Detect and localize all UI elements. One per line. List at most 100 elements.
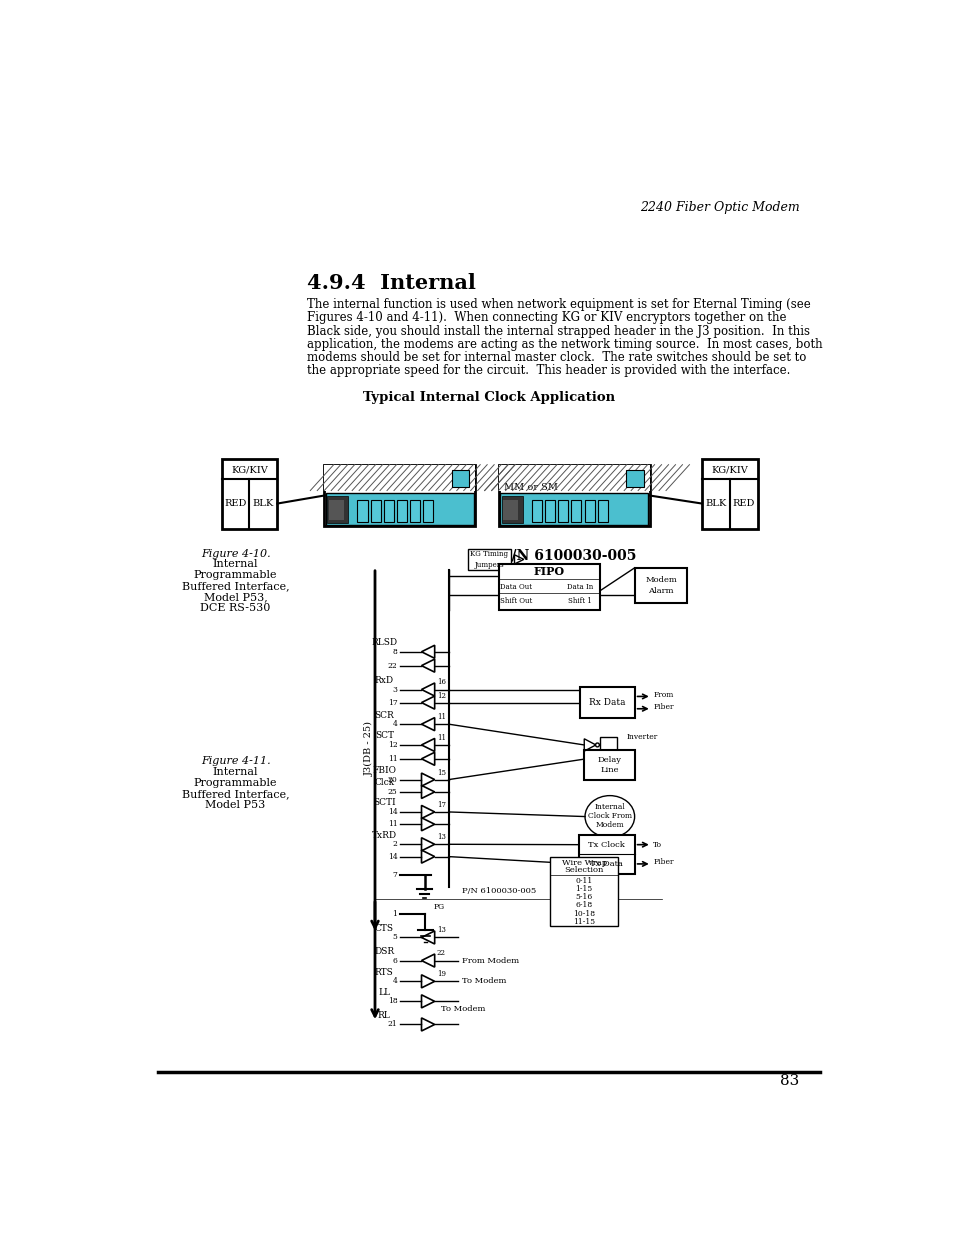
Text: Typical Internal Clock Application: Typical Internal Clock Application: [362, 390, 615, 404]
Text: DSR: DSR: [374, 947, 394, 956]
Text: 11-15: 11-15: [573, 918, 595, 926]
Text: Black side, you should install the internal strapped header in the J3 position. : Black side, you should install the inter…: [307, 325, 809, 337]
Text: 0-11: 0-11: [575, 877, 592, 885]
Text: 4: 4: [393, 977, 397, 986]
Text: Internal: Internal: [594, 803, 624, 811]
Text: Figure 4-11.: Figure 4-11.: [200, 757, 270, 767]
Bar: [423, 500, 433, 522]
Text: 2240 Fiber Optic Modem: 2240 Fiber Optic Modem: [639, 200, 799, 214]
Text: Data In: Data In: [567, 583, 593, 592]
Bar: [357, 500, 367, 522]
Bar: [550, 857, 618, 926]
Text: FBIO: FBIO: [372, 766, 395, 776]
Text: SCT: SCT: [375, 731, 394, 740]
Bar: [468, 548, 510, 571]
Text: 83: 83: [780, 1074, 799, 1088]
Text: 25: 25: [387, 788, 397, 795]
Text: 16: 16: [436, 678, 446, 687]
Text: Tx Data: Tx Data: [590, 860, 622, 868]
Text: MM or SM: MM or SM: [504, 483, 558, 492]
Text: Delay: Delay: [597, 756, 620, 763]
Text: Fiber: Fiber: [653, 858, 673, 867]
Text: BLK: BLK: [704, 499, 726, 508]
Text: SCTI: SCTI: [373, 798, 395, 808]
Bar: [410, 500, 420, 522]
Text: BLK: BLK: [253, 499, 274, 508]
Text: 3: 3: [392, 685, 397, 694]
Text: Internal: Internal: [213, 767, 258, 777]
Text: Inverter: Inverter: [626, 734, 658, 741]
Text: 14: 14: [387, 852, 397, 861]
Bar: [578, 835, 634, 873]
Text: Shift 1: Shift 1: [568, 597, 592, 605]
Text: J3(DB - 25): J3(DB - 25): [364, 721, 373, 777]
Bar: [634, 568, 686, 603]
Text: Model P53: Model P53: [205, 799, 265, 810]
Text: Buffered Interface,: Buffered Interface,: [181, 789, 289, 799]
Text: To Modem: To Modem: [440, 1005, 485, 1013]
Bar: [324, 464, 475, 526]
Text: 17: 17: [387, 699, 397, 706]
Text: 22: 22: [387, 662, 397, 669]
Text: Tx Clock: Tx Clock: [588, 841, 624, 848]
Text: DCE RS-530: DCE RS-530: [200, 603, 271, 613]
Text: P/N 6100030-005: P/N 6100030-005: [500, 548, 636, 563]
Text: Rx Data: Rx Data: [589, 698, 625, 708]
Bar: [452, 471, 469, 487]
Text: Modem: Modem: [644, 576, 676, 584]
Text: 11: 11: [436, 734, 446, 742]
Text: 2: 2: [393, 840, 397, 848]
Bar: [325, 493, 474, 525]
Text: Buffered Interface,: Buffered Interface,: [181, 580, 289, 590]
Bar: [544, 500, 555, 522]
Text: 13: 13: [436, 834, 445, 841]
Bar: [371, 500, 380, 522]
Bar: [503, 500, 517, 520]
Bar: [626, 471, 643, 487]
Text: P/N 6100030-005: P/N 6100030-005: [461, 887, 536, 895]
Bar: [532, 500, 541, 522]
Text: 21: 21: [387, 1020, 397, 1029]
Text: From Modem: From Modem: [461, 957, 518, 965]
Bar: [599, 737, 617, 752]
Text: RTS: RTS: [375, 968, 394, 977]
Text: the appropriate speed for the circuit.  This header is provided with the interfa: the appropriate speed for the circuit. T…: [307, 364, 789, 377]
Text: RL: RL: [377, 1010, 391, 1020]
Text: 4.9.4  Internal: 4.9.4 Internal: [307, 273, 476, 293]
Text: FIPO: FIPO: [534, 566, 564, 577]
Bar: [558, 500, 568, 522]
Text: CTS: CTS: [375, 924, 394, 932]
Text: Modem: Modem: [595, 821, 623, 829]
Text: 11: 11: [436, 713, 446, 721]
Bar: [396, 500, 407, 522]
Bar: [571, 500, 580, 522]
Text: Fiber: Fiber: [653, 703, 673, 711]
Text: 8: 8: [393, 648, 397, 656]
Text: Alarm: Alarm: [647, 587, 673, 594]
Text: Clck: Clck: [374, 778, 394, 787]
Text: 12: 12: [387, 741, 397, 748]
Bar: [499, 493, 647, 525]
Text: The internal function is used when network equipment is set for Eternal Timing (: The internal function is used when netwo…: [307, 299, 810, 311]
Text: Figure 4-10.: Figure 4-10.: [200, 548, 270, 558]
Text: 18: 18: [387, 998, 397, 1005]
Text: 12: 12: [436, 692, 446, 699]
Bar: [501, 496, 522, 524]
Text: 5: 5: [393, 934, 397, 941]
Text: Internal: Internal: [213, 559, 258, 569]
Text: 4: 4: [393, 720, 397, 729]
Text: 1-15: 1-15: [575, 885, 592, 893]
Text: 17: 17: [436, 800, 446, 809]
Text: Jumpers: Jumpers: [474, 561, 503, 569]
Text: Programmable: Programmable: [193, 778, 277, 788]
Text: 13: 13: [436, 926, 445, 935]
Bar: [498, 464, 649, 490]
Text: TxRD: TxRD: [372, 831, 396, 840]
Text: Data Out: Data Out: [499, 583, 532, 592]
Bar: [324, 464, 475, 490]
Bar: [579, 687, 634, 718]
Text: Programmable: Programmable: [193, 571, 277, 580]
Bar: [498, 464, 649, 526]
Bar: [584, 500, 594, 522]
Text: To Modem: To Modem: [461, 977, 506, 986]
